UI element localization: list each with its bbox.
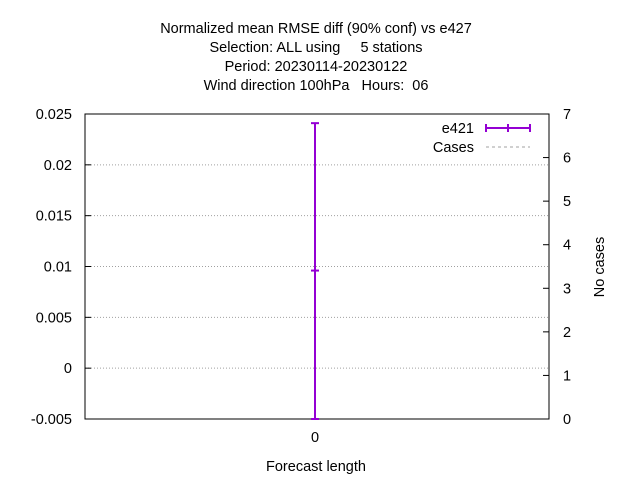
series [311, 122, 319, 420]
y2-tick-label: 2 [563, 325, 571, 341]
grid [85, 164, 549, 369]
y-tick-label: 0.015 [36, 209, 72, 225]
y2-axis-label: No cases [592, 237, 608, 297]
y-tick-label: 0.02 [44, 158, 72, 174]
y-axis: 0.025 0.02 0.015 0.01 0.005 0 -0.005 [31, 107, 91, 428]
y-tick-label: 0.025 [36, 107, 72, 123]
y2-tick-label: 3 [563, 281, 571, 297]
legend: e421 Cases [433, 121, 531, 156]
title-line-1: Normalized mean RMSE diff (90% conf) vs … [160, 21, 472, 37]
y-tick-label: 0.01 [44, 260, 72, 276]
x-axis-label: Forecast length [266, 459, 366, 475]
chart-title: Normalized mean RMSE diff (90% conf) vs … [160, 21, 472, 94]
title-line-4: Wind direction 100hPa Hours: 06 [204, 78, 429, 94]
x-tick-label: 0 [311, 430, 319, 446]
legend-label: e421 [442, 121, 474, 137]
y2-axis: 7 6 5 4 3 2 1 0 [543, 107, 571, 428]
y2-tick-label: 1 [563, 368, 571, 384]
y2-tick-label: 5 [563, 194, 571, 210]
y2-tick-label: 0 [563, 412, 571, 428]
x-axis: 0 [311, 430, 319, 446]
title-line-2: Selection: ALL using 5 stations [209, 40, 422, 56]
y2-tick-label: 4 [563, 238, 571, 254]
title-line-3: Period: 20230114-20230122 [225, 59, 408, 75]
y-tick-label: 0.005 [36, 310, 72, 326]
y-tick-label: 0 [64, 361, 72, 377]
y-tick-label: -0.005 [31, 412, 72, 428]
legend-label: Cases [433, 140, 474, 156]
y2-tick-label: 7 [563, 107, 571, 123]
y2-tick-label: 6 [563, 151, 571, 167]
